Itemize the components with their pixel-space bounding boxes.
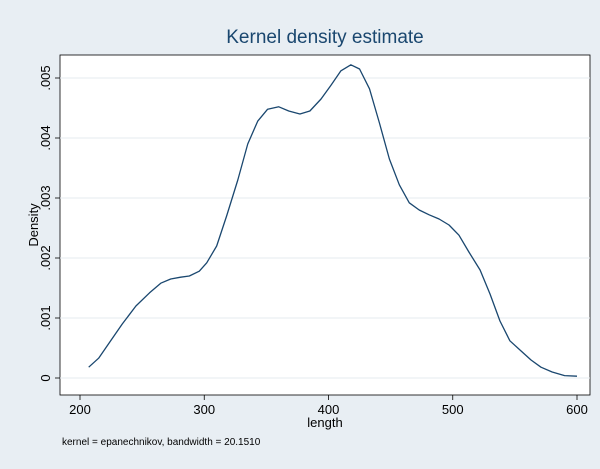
y-tick-label: .003 bbox=[38, 185, 53, 210]
x-tick-label: 300 bbox=[193, 402, 215, 417]
x-tick-label: 400 bbox=[318, 402, 340, 417]
y-tick-label: .002 bbox=[38, 245, 53, 270]
x-axis-label: length bbox=[307, 415, 342, 430]
y-axis: 0 .001 .002 .003 .004 .005 bbox=[38, 65, 60, 382]
chart-title: Kernel density estimate bbox=[226, 27, 424, 48]
x-tick-label: 500 bbox=[442, 402, 464, 417]
plot-area bbox=[59, 54, 591, 396]
y-tick-label: .005 bbox=[38, 65, 53, 90]
y-tick-label: 0 bbox=[38, 374, 53, 381]
gridlines bbox=[60, 77, 590, 379]
y-axis-label: Density bbox=[26, 203, 41, 247]
y-tick-label: .004 bbox=[38, 125, 53, 150]
y-tick-label: .001 bbox=[38, 305, 53, 330]
x-axis: 200 300 400 500 600 bbox=[69, 395, 588, 417]
x-tick-label: 600 bbox=[566, 402, 588, 417]
x-tick-label: 200 bbox=[69, 402, 91, 417]
kernel-note: kernel = epanechnikov, bandwidth = 20.15… bbox=[62, 437, 261, 448]
density-line bbox=[88, 64, 578, 377]
